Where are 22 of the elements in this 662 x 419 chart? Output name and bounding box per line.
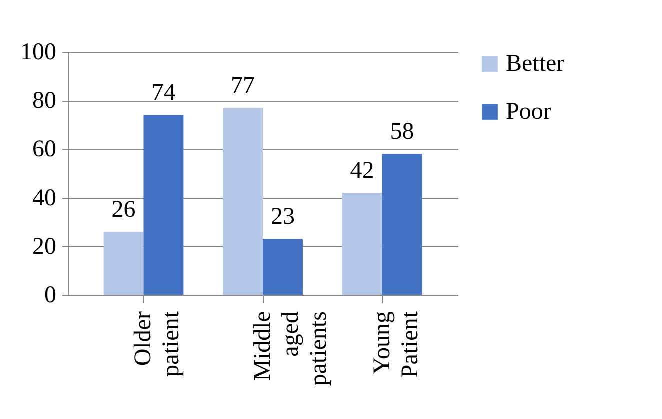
- data-label: 58: [390, 119, 414, 146]
- bar: [223, 108, 263, 295]
- x-tick-label: Older patient: [130, 311, 185, 377]
- y-tick-label: 0: [44, 282, 56, 308]
- bar: [144, 115, 184, 295]
- data-label: 42: [350, 158, 374, 184]
- y-tick-label: 40: [32, 185, 56, 212]
- data-label: 26: [112, 196, 136, 223]
- x-tick-label: Middle aged patients: [250, 312, 332, 386]
- bar: [342, 192, 382, 295]
- y-tick-label: 80: [32, 88, 56, 114]
- legend-label: Poor: [506, 99, 552, 125]
- y-tick-label: 100: [20, 40, 56, 66]
- bar: [263, 239, 303, 295]
- data-label: 23: [270, 204, 295, 230]
- bar: [382, 154, 422, 295]
- data-label: 77: [231, 72, 256, 99]
- y-tick-label: 20: [32, 234, 56, 260]
- data-label: 74: [152, 80, 176, 106]
- bar: [104, 232, 144, 295]
- legend-label: Better: [506, 51, 565, 77]
- y-tick-label: 60: [32, 136, 56, 163]
